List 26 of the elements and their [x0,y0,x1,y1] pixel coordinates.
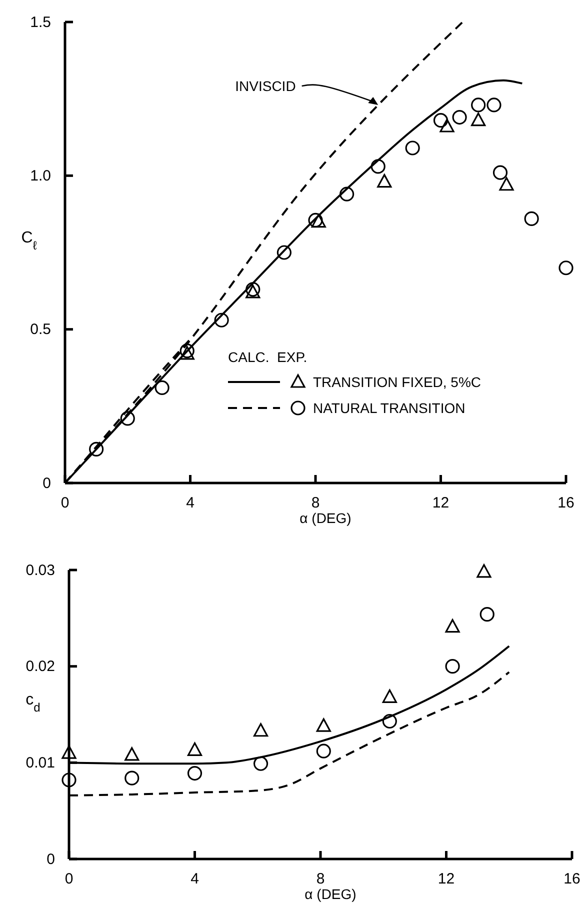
x-tick-label: 16 [564,870,580,888]
legend-label: TRANSITION FIXED, 5%C [313,374,482,390]
x-tick-label: 8 [316,870,325,888]
y-tick-label: 0.01 [26,754,55,772]
y-tick-label: 0.02 [26,658,55,676]
x-tick-label: 12 [438,870,455,888]
y-tick-label: 1.5 [30,14,51,31]
x-tick-label: 12 [432,494,450,512]
legend-label: NATURAL TRANSITION [313,400,466,416]
annotation: INVISCID [235,78,296,94]
x-axis-title: α (DEG) [304,886,356,902]
x-tick-label: 4 [190,870,199,888]
x-tick-label: 0 [60,494,70,512]
x-tick-label: 0 [64,870,74,888]
x-tick-label: 16 [558,494,574,512]
y-axis-title: C$_{ℓ}$ [21,230,37,252]
y-tick-label: 0.5 [30,321,51,338]
y-tick-label: 1.0 [30,167,51,184]
y-tick-label: 0 [42,474,51,492]
x-tick-label: 4 [186,494,194,512]
x-tick-label: 8 [311,494,320,512]
x-axis-title: α (DEG) [300,510,352,526]
y-tick-label: 0 [46,850,55,868]
y-axis-title: c$_{d}$ [26,692,40,714]
y-tick-label: 0.03 [26,562,55,579]
legend-title: CALC. EXP. [228,349,308,365]
